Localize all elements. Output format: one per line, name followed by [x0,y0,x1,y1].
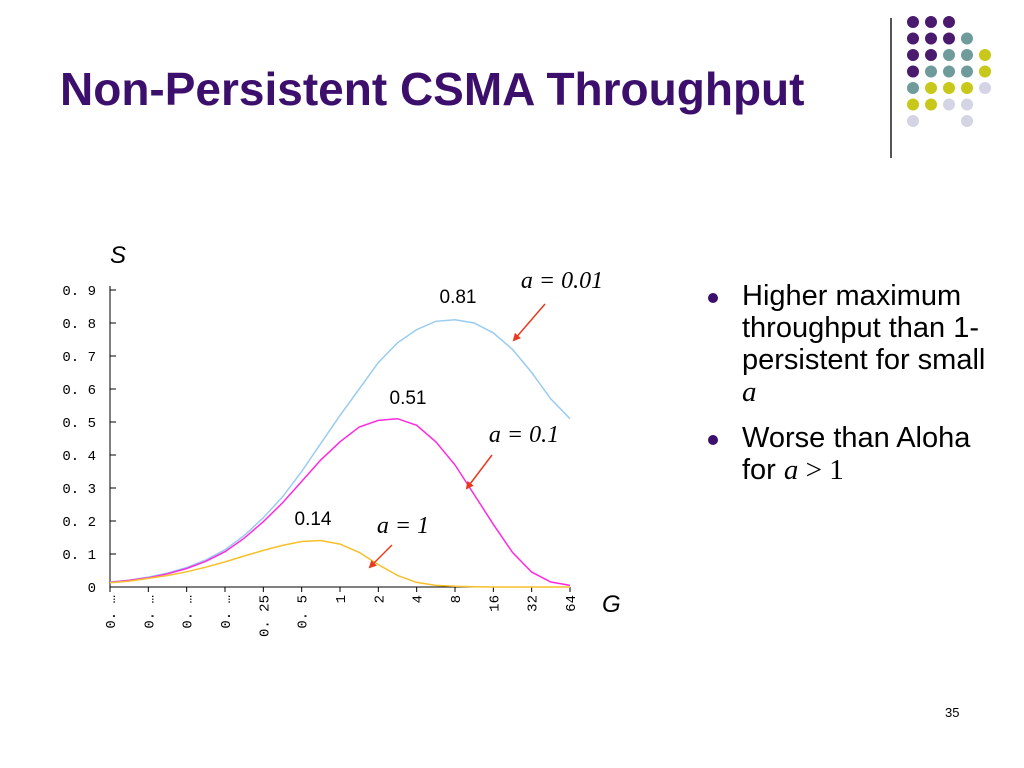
slide-title: Non-Persistent CSMA Throughput [60,63,805,115]
x-tick-label: 0. … [181,595,197,629]
x-axis-title: G [602,591,621,618]
annotation-arrow [465,454,493,490]
decor-dot [907,115,919,127]
decor-dot [925,49,937,61]
decor-dot [979,49,991,61]
x-tick-label: 0. … [219,595,235,629]
bullet-condition: > 1 [798,454,844,486]
decor-dot [925,82,937,94]
x-tick-label: 0. … [104,595,120,629]
decorative-dot-grid [907,16,991,127]
y-tick-label: 0. 1 [62,548,96,564]
peak-value-label: 0.14 [295,509,332,530]
bullet-item: Worse than Aloha for a > 1 [706,422,1006,486]
decor-dot [907,49,919,61]
y-tick-label: 0. 6 [62,383,96,399]
series-line [109,417,571,587]
page-number: 35 [945,705,960,720]
x-tick-label: 16 [487,595,503,612]
decor-dot [907,98,919,111]
y-tick-label: 0. 2 [62,515,96,531]
series-label: a = 0.01 [521,268,603,294]
throughput-chart: 0 0. 1 0. 2 0. 3 0. 4 0. 5 0. 6 0. 7 0. 8 0. 9 0. … [62,242,621,637]
series-label: a = 1 [377,513,429,539]
series-line [109,539,570,588]
decor-dot [907,65,919,78]
y-tick-label: 0. 4 [62,449,96,465]
decor-dot [943,65,955,78]
header-divider [890,18,892,158]
decor-dot [925,98,937,111]
decor-dot [907,32,919,45]
decor-dot [907,16,919,28]
x-tick-label: 1 [334,595,350,603]
bullet-text: Higher maximum throughput than 1-persist… [742,280,986,376]
peak-value-label: 0.51 [390,388,427,409]
decor-dot [925,32,937,45]
bullet-text: Worse than Aloha for [742,422,971,486]
decor-dot [961,49,973,61]
decor-dot [943,98,955,111]
decor-dot [925,65,937,78]
series-label: a = 0.1 [489,422,559,448]
annotation-arrow [512,303,546,342]
bullet-variable: a [783,454,799,486]
x-tick-label: 0. 5 [296,595,312,629]
x-tick-label: 2 [372,595,388,603]
decor-dot [925,16,937,28]
series-line [109,318,571,583]
decor-dot [961,115,973,127]
peak-value-label: 0.81 [440,287,477,308]
decor-dot [961,98,973,111]
x-tick-label: 64 [564,595,580,612]
decor-dot [907,82,919,94]
bullet-variable: a [742,376,757,408]
annotation-arrow [368,544,393,569]
y-tick-label: 0. 3 [62,482,96,498]
x-tick-label: 0. 25 [257,595,273,637]
decor-dot [961,65,973,78]
x-tick-label: 32 [526,595,542,612]
y-axis-title: S [110,242,126,269]
y-tick-label: 0. 5 [62,416,96,432]
decor-dot [943,82,955,94]
x-tick-label: 0. … [142,595,158,629]
y-tick-label: 0. 8 [62,317,96,333]
x-tick-label: 4 [411,595,427,603]
decor-dot [943,16,955,28]
decor-dot [961,32,973,45]
decor-dot [961,82,973,94]
x-tick-label: 8 [449,595,465,603]
bullet-item: Higher maximum throughput than 1-persist… [706,280,1006,408]
bullet-list: Higher maximum throughput than 1-persist… [706,280,1006,500]
decor-dot [979,65,991,78]
y-tick-label: 0. 9 [62,284,96,300]
decor-dot [943,32,955,45]
decor-dot [979,82,991,94]
decor-dot [943,49,955,61]
y-tick-label: 0. 7 [62,350,96,366]
y-tick-label: 0 [88,581,96,597]
